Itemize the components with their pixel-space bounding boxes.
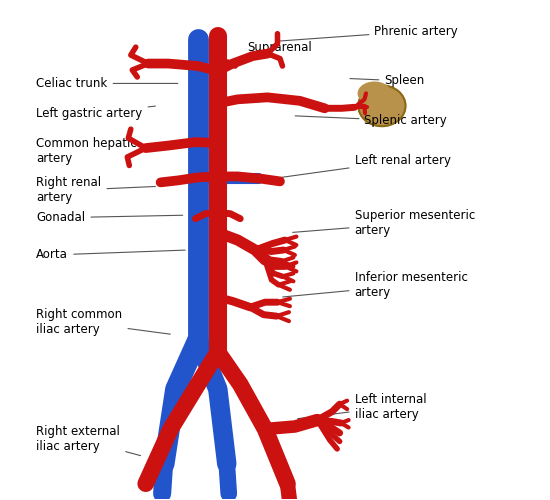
Text: Left internal
iliac artery: Left internal iliac artery <box>298 392 426 420</box>
Text: Celiac trunk: Celiac trunk <box>36 77 178 90</box>
Ellipse shape <box>190 33 206 44</box>
Text: Superior mesenteric
artery: Superior mesenteric artery <box>293 208 475 236</box>
Text: Right common
iliac artery: Right common iliac artery <box>36 308 170 336</box>
Text: Left gastric artery: Left gastric artery <box>36 106 156 120</box>
Text: Aorta: Aorta <box>36 248 185 262</box>
Text: Right external
iliac artery: Right external iliac artery <box>36 425 141 456</box>
Text: Gonadal: Gonadal <box>36 211 183 224</box>
Ellipse shape <box>358 82 390 104</box>
Text: Left renal artery: Left renal artery <box>280 154 450 178</box>
Text: Inferior mesenteric
artery: Inferior mesenteric artery <box>283 271 468 299</box>
Text: Suprarenal: Suprarenal <box>245 40 312 62</box>
Text: Spleen: Spleen <box>350 74 425 88</box>
Text: Phrenic artery: Phrenic artery <box>280 24 458 41</box>
Text: Common hepatic
artery: Common hepatic artery <box>36 136 145 164</box>
Ellipse shape <box>358 86 405 126</box>
Text: Right renal
artery: Right renal artery <box>36 176 156 204</box>
Text: Splenic artery: Splenic artery <box>295 114 447 127</box>
